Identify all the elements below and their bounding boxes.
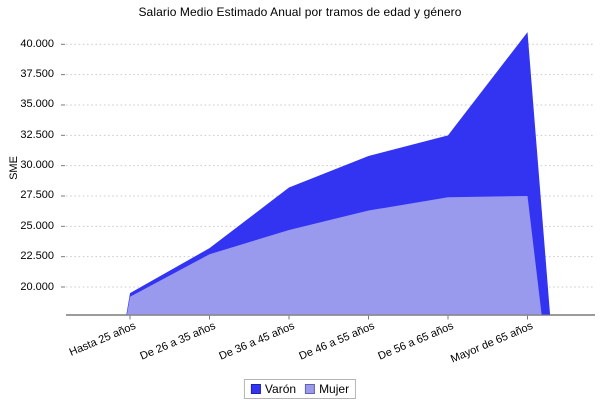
legend-swatch-mujer <box>305 384 316 394</box>
y-tick-label-32500: 32.500 <box>20 128 54 141</box>
y-tick-label-22500: 22.500 <box>20 250 54 263</box>
legend-label-mujer: Mujer <box>319 382 350 396</box>
y-tick-label-40000: 40.000 <box>20 37 54 50</box>
legend-item-mujer: Mujer <box>305 382 349 396</box>
y-tick-label-27500: 27.500 <box>20 189 54 202</box>
legend-swatch-varon <box>250 384 261 394</box>
y-tick-label-30000: 30.000 <box>20 159 54 172</box>
area-mujer <box>126 195 542 315</box>
y-tick-label-25000: 25.000 <box>20 219 54 232</box>
legend-item-varon: Varón <box>250 382 297 396</box>
legend-label-varon: Varón <box>264 382 297 396</box>
y-tick-label-35000: 35.000 <box>20 98 54 111</box>
chart-title: Salario Medio Estimado Anual por tramos … <box>138 5 462 19</box>
y-tick-label-37500: 37.500 <box>20 68 54 81</box>
legend: Varón Mujer <box>243 379 357 399</box>
y-tick-label-20000: 20.000 <box>20 280 54 293</box>
